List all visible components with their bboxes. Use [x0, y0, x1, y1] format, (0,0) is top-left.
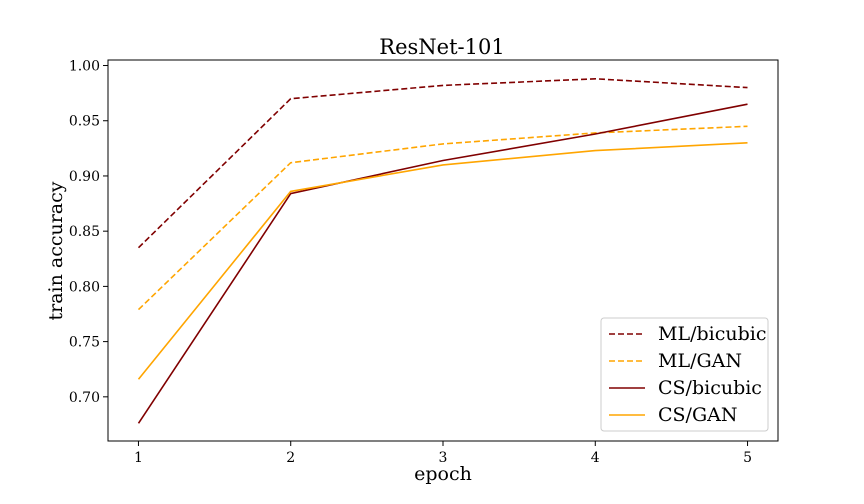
x-tick-label: 4 — [591, 450, 600, 466]
y-tick-label: 0.85 — [69, 224, 100, 240]
legend-box — [600, 317, 769, 432]
series-line-ml-gan — [137, 125, 748, 311]
series-line-cs-bicubic — [137, 103, 748, 424]
series-line-ml-bicubic — [137, 77, 748, 249]
x-axis: 1 2 3 4 5 — [134, 441, 752, 466]
y-tick-label: 0.80 — [69, 279, 100, 295]
x-tick-label: 2 — [286, 450, 295, 466]
x-tick-label: 3 — [439, 450, 448, 466]
y-axis: 0.70 0.75 0.80 0.85 0.90 0.95 1.00 — [69, 59, 108, 406]
y-tick-label: 0.75 — [69, 335, 100, 351]
y-tick-label: 0.70 — [69, 390, 100, 406]
series-line-cs-gan — [137, 142, 748, 380]
legend-label-ml-bicubic: ML/bicubic — [658, 323, 766, 345]
y-tick-label: 1.00 — [69, 59, 100, 75]
x-tick-label: 1 — [134, 450, 143, 466]
chart-title: ResNet-101 — [379, 35, 504, 59]
legend: ML/bicubic ML/GAN CS/bicubic CS/GAN — [600, 317, 769, 432]
y-tick-label: 0.95 — [69, 114, 100, 130]
legend-label-cs-bicubic: CS/bicubic — [658, 377, 762, 399]
y-axis-label: train accuracy — [45, 181, 67, 320]
legend-label-ml-gan: ML/GAN — [658, 350, 742, 372]
series-lines — [137, 77, 748, 424]
x-tick-label: 5 — [743, 450, 752, 466]
legend-label-cs-gan: CS/GAN — [658, 404, 737, 426]
x-axis-label: epoch — [414, 463, 472, 485]
y-tick-label: 0.90 — [69, 169, 100, 185]
